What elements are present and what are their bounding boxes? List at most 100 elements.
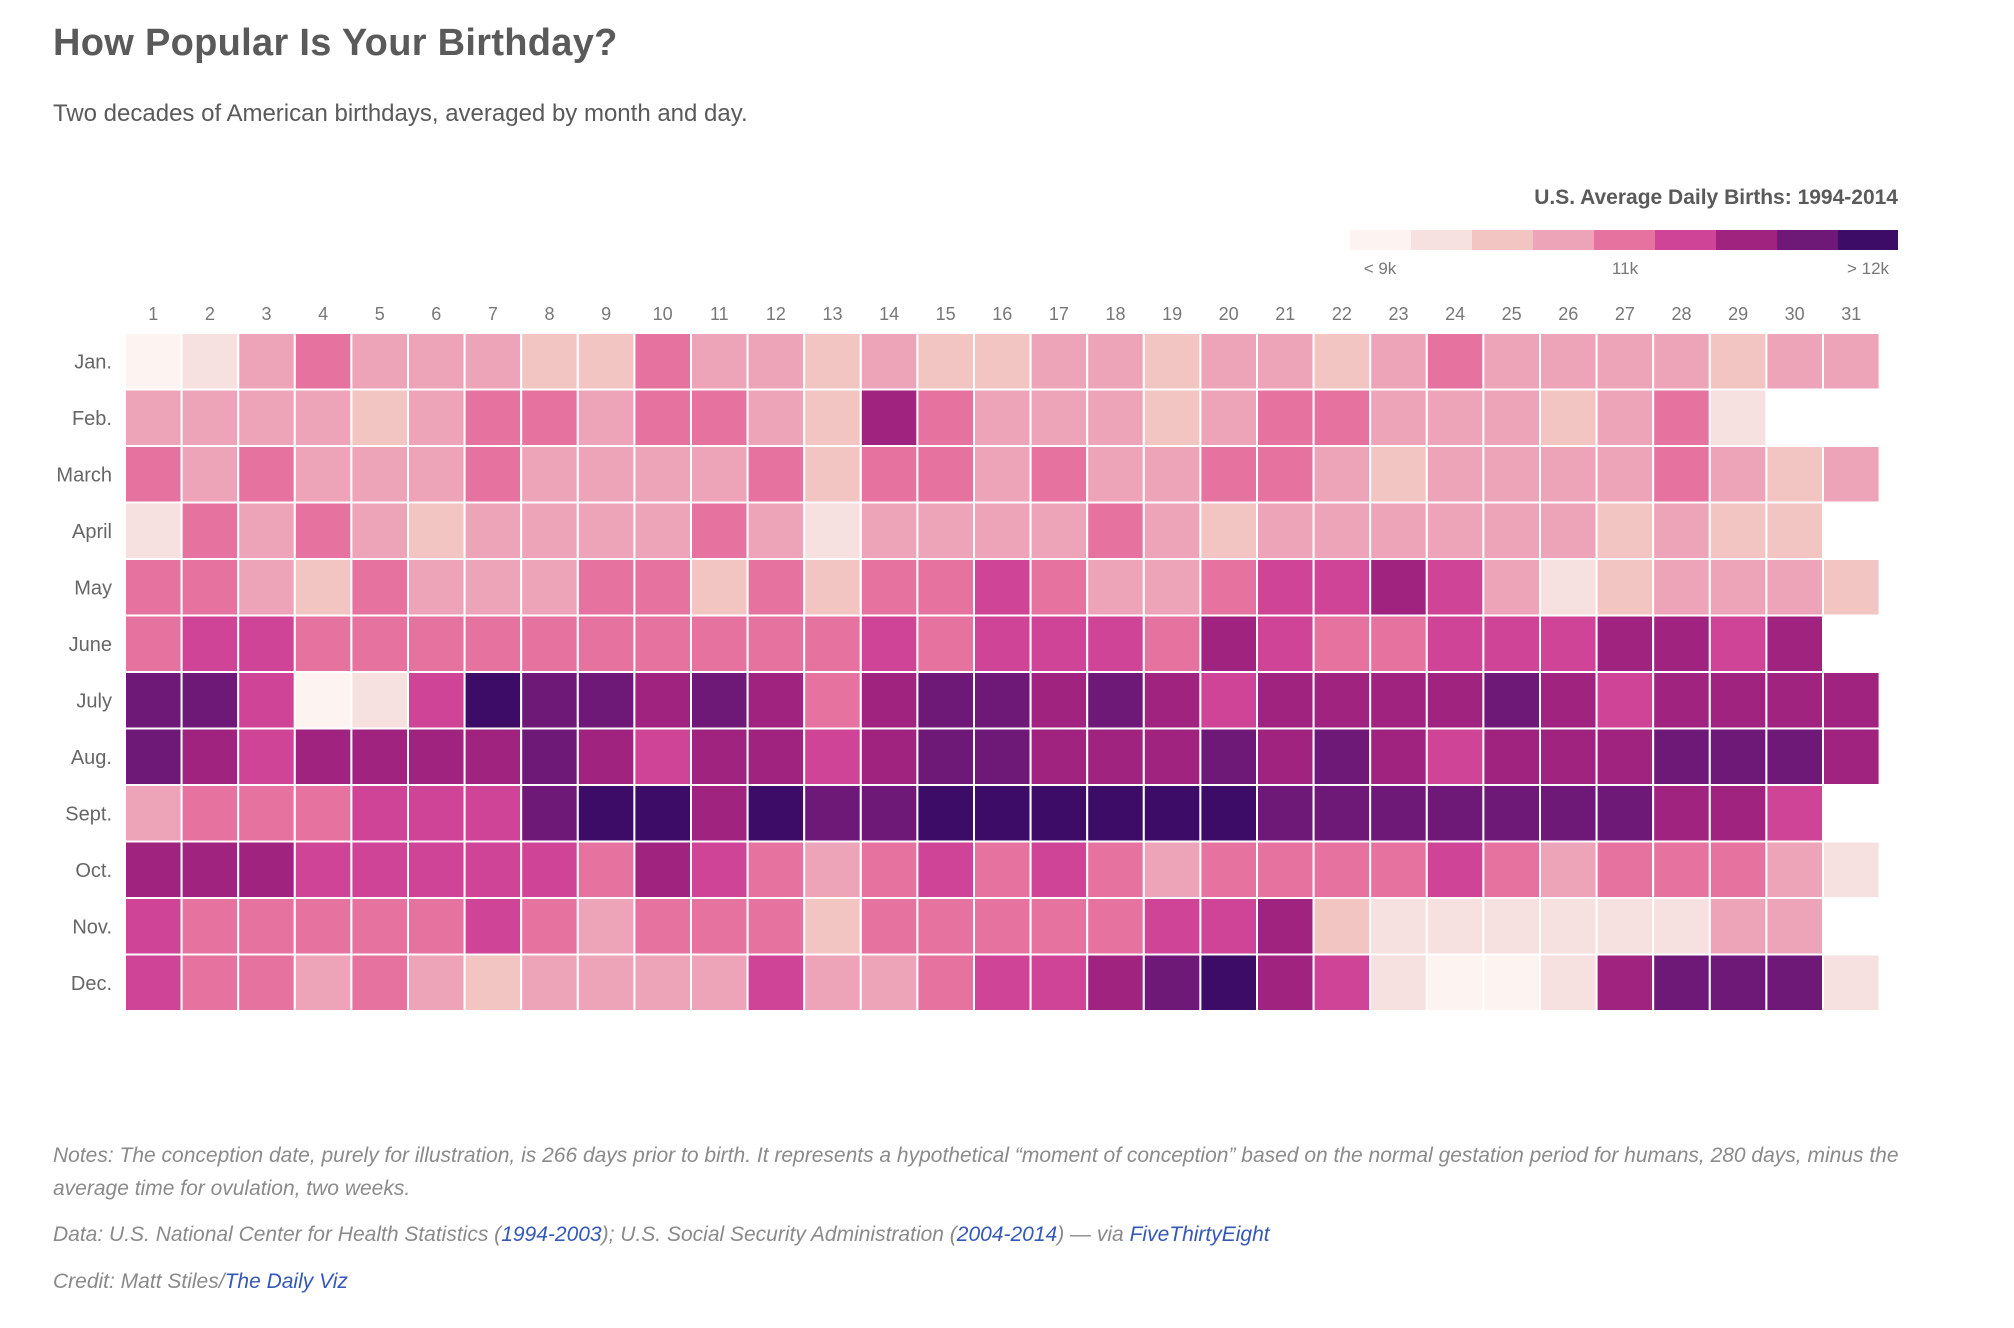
heatmap-cell xyxy=(463,332,523,391)
day-label: 25 xyxy=(1502,304,1522,324)
heatmap-cell xyxy=(633,332,693,391)
heatmap-cell xyxy=(1539,332,1598,391)
heatmap-cell xyxy=(576,897,636,956)
heatmap-cell xyxy=(1652,897,1711,956)
heatmap-cell xyxy=(180,671,240,730)
heatmap-cell xyxy=(237,727,296,786)
heatmap-cell xyxy=(1142,840,1202,899)
heatmap-cell xyxy=(576,671,636,730)
heatmap-cell xyxy=(1312,558,1372,617)
heatmap-cell xyxy=(690,671,749,730)
legend-swatch xyxy=(1472,230,1533,250)
month-label: June xyxy=(69,634,112,656)
heatmap-cell xyxy=(746,332,806,391)
day-label: 26 xyxy=(1558,304,1578,324)
heatmap-cell xyxy=(350,671,409,730)
heatmap-cell xyxy=(633,388,693,447)
heatmap-cell xyxy=(1256,953,1315,1012)
heatmap-cell xyxy=(237,388,296,447)
heatmap-cell xyxy=(1765,727,1825,786)
heatmap-cell xyxy=(916,840,976,899)
heatmap-cell xyxy=(520,671,579,730)
heatmap-cell xyxy=(1708,953,1768,1012)
heatmap-cell xyxy=(293,445,353,504)
heatmap-cell xyxy=(1086,445,1145,504)
heatmap-cell xyxy=(973,332,1032,391)
heatmap-cell xyxy=(180,953,240,1012)
page-subtitle: Two decades of American birthdays, avera… xyxy=(53,100,748,127)
legend-swatch xyxy=(1838,230,1898,250)
link-2004-2014[interactable]: 2004-2014 xyxy=(956,1223,1058,1247)
heatmap-cell xyxy=(1482,388,1542,447)
heatmap-cell xyxy=(180,558,240,617)
heatmap-cell xyxy=(1029,332,1089,391)
heatmap-cell xyxy=(1369,388,1428,447)
heatmap-cell xyxy=(1312,897,1372,956)
day-label: 6 xyxy=(431,304,441,324)
heatmap-cell xyxy=(1369,840,1428,899)
heatmap-cell xyxy=(1029,445,1089,504)
heatmap-cell xyxy=(350,784,409,843)
heatmap-cell xyxy=(1708,671,1768,730)
heatmap-cell xyxy=(1256,840,1315,899)
heatmap-cell xyxy=(973,953,1032,1012)
heatmap-cell xyxy=(350,727,409,786)
heatmap-cell xyxy=(1765,784,1825,843)
heatmap-cell xyxy=(180,727,240,786)
heatmap-cell xyxy=(124,727,183,786)
day-label: 9 xyxy=(601,304,611,324)
heatmap-cell xyxy=(1708,332,1768,391)
heatmap-cell xyxy=(293,897,353,956)
heatmap-cell xyxy=(1765,501,1825,560)
heatmap-cell xyxy=(1312,727,1372,786)
heatmap-cell xyxy=(1029,558,1089,617)
heatmap-cell xyxy=(1256,727,1315,786)
month-label: April xyxy=(72,521,112,543)
heatmap-cell xyxy=(463,445,523,504)
heatmap-cell xyxy=(124,388,183,447)
month-label: Sept. xyxy=(65,803,112,825)
heatmap-cell xyxy=(1312,614,1372,673)
legend-title: U.S. Average Daily Births: 1994-2014 xyxy=(1534,186,1898,209)
heatmap-cell xyxy=(1482,614,1542,673)
heatmap-cell xyxy=(1029,784,1089,843)
heatmap-cell xyxy=(1482,445,1542,504)
heatmap-cell xyxy=(520,388,579,447)
heatmap-cell xyxy=(1199,727,1259,786)
heatmap-cell xyxy=(973,897,1032,956)
heatmap-cell xyxy=(746,445,806,504)
heatmap-cell xyxy=(690,784,749,843)
link-fivethirtyeight[interactable]: FiveThirtyEight xyxy=(1129,1223,1270,1247)
heatmap-cell xyxy=(1765,614,1825,673)
heatmap-cell xyxy=(1086,671,1145,730)
link-daily-viz[interactable]: The Daily Viz xyxy=(224,1269,348,1293)
heatmap-cell xyxy=(1425,501,1485,560)
heatmap-cell xyxy=(463,840,523,899)
heatmap-cell xyxy=(803,671,862,730)
heatmap-cell xyxy=(463,671,523,730)
heatmap-cell xyxy=(237,840,296,899)
heatmap-cell xyxy=(350,897,409,956)
heatmap-cell xyxy=(1256,558,1315,617)
heatmap-cell xyxy=(1822,671,1881,730)
heatmap-cell xyxy=(1029,614,1089,673)
heatmap-cell xyxy=(350,840,409,899)
heatmap-cell xyxy=(407,953,466,1012)
day-label: 14 xyxy=(879,304,899,324)
heatmap-cell xyxy=(1652,501,1711,560)
footer: Notes: The conception date, purely for i… xyxy=(53,1140,1933,1312)
heatmap-cell xyxy=(1708,558,1768,617)
heatmap-cell xyxy=(1482,501,1542,560)
heatmap-cell xyxy=(1199,445,1259,504)
heatmap-cell xyxy=(916,558,976,617)
heatmap-cell xyxy=(1708,727,1768,786)
link-1994-2003[interactable]: 1994-2003 xyxy=(501,1223,602,1247)
heatmap-cell xyxy=(293,388,353,447)
heatmap-cell xyxy=(1029,501,1089,560)
heatmap-cell xyxy=(1256,445,1315,504)
heatmap-cell xyxy=(1256,671,1315,730)
heatmap-cell xyxy=(463,558,523,617)
heatmap-cell xyxy=(1142,614,1202,673)
day-label: 15 xyxy=(936,304,956,324)
heatmap-cell xyxy=(1029,727,1089,786)
